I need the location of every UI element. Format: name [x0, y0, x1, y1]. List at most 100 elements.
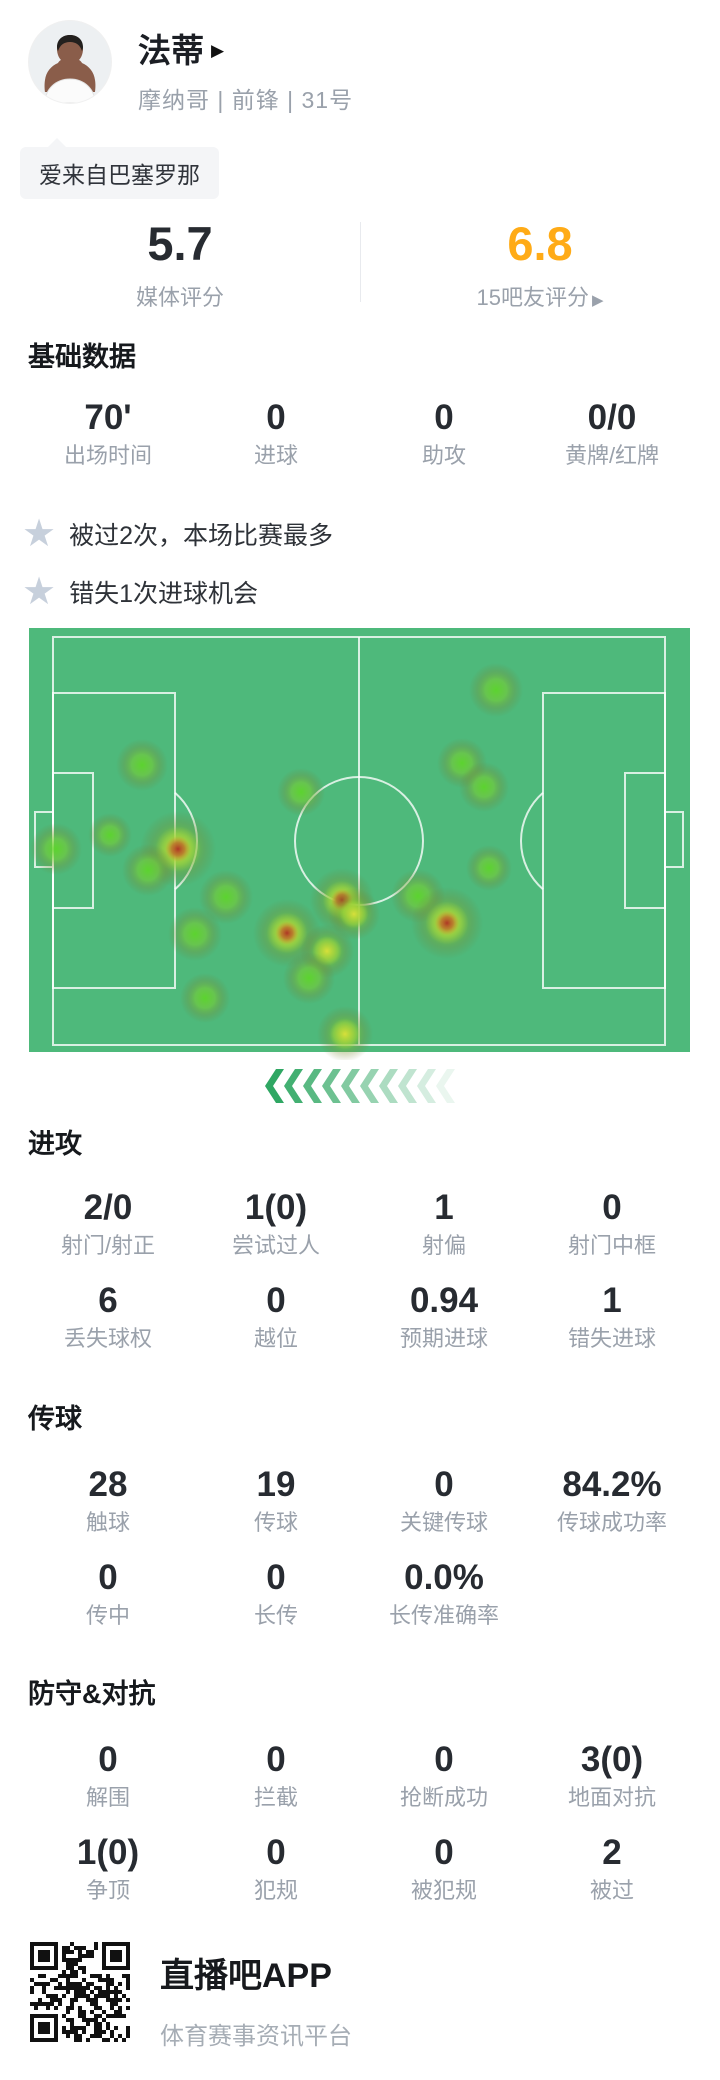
stat-label: 抢断成功	[399, 1785, 488, 1810]
qr-module	[50, 1994, 54, 1998]
heat-point	[283, 952, 335, 1004]
chevron-left-icon	[417, 1069, 436, 1103]
qr-module	[102, 2018, 106, 2022]
qr-module	[118, 2006, 122, 2010]
media-rating: 5.7 媒体评分	[0, 216, 360, 312]
qr-module	[102, 2038, 106, 2042]
qr-module	[90, 2010, 94, 2014]
chevron-left-icon	[379, 1069, 398, 1103]
heatmap-blobs	[30, 663, 523, 1060]
stat-cell: 0 解围	[24, 1739, 192, 1813]
qr-module	[62, 2026, 66, 2030]
stat-cell: 84.2% 传球成功率	[528, 1464, 696, 1538]
qr-module	[70, 2002, 74, 2006]
highlight-note: ★ 被过2次，本场比赛最多	[22, 513, 333, 555]
qr-module	[74, 2038, 78, 2042]
qr-module	[62, 1970, 66, 1974]
qr-module	[110, 1978, 114, 1982]
stat-label: 长传准确率	[388, 1603, 499, 1628]
qr-module	[58, 1974, 62, 1978]
qr-module	[78, 2026, 82, 2030]
stat-cell: 0/0 黄牌/红牌	[528, 397, 696, 471]
qr-module	[70, 1962, 74, 1966]
qr-module	[126, 1974, 130, 1978]
qr-module	[110, 2030, 114, 2034]
qr-module	[106, 1982, 110, 1986]
qr-module	[70, 2018, 74, 2022]
fans-rating[interactable]: 6.8 15吧友评分 ▶	[360, 216, 720, 312]
qr-module	[106, 1978, 110, 1982]
stat-label: 长传	[253, 1603, 298, 1628]
qr-module	[126, 1982, 130, 1986]
qr-module	[42, 1982, 46, 1986]
stat-label: 尝试过人	[231, 1233, 320, 1258]
qr-module	[70, 1966, 74, 1970]
qr-module	[78, 2038, 82, 2042]
qr-module	[106, 1994, 110, 1998]
qr-module	[78, 2010, 82, 2014]
qr-module	[82, 2026, 86, 2030]
qr-module	[90, 1982, 94, 1986]
highlight-text: 被过2次，本场比赛最多	[69, 522, 333, 550]
qr-module	[106, 1974, 110, 1978]
qr-module	[94, 1994, 98, 1998]
heat-point	[434, 910, 460, 936]
stat-cell: 0 助攻	[360, 397, 528, 471]
qr-module	[90, 2018, 94, 2022]
qr-module	[94, 1974, 98, 1978]
qr-module	[38, 1998, 42, 2002]
qr-module	[66, 1974, 70, 1978]
stat-value: 2	[602, 1833, 622, 1872]
heat-point	[339, 899, 369, 929]
qr-module	[46, 1982, 50, 1986]
stat-value: 0	[434, 398, 454, 437]
stat-cell: 1(0) 争顶	[24, 1832, 192, 1906]
stat-cell: 6 丢失球权	[24, 1280, 192, 1354]
qr-module	[62, 1946, 66, 1950]
qr-module	[126, 1986, 130, 1990]
qr-module	[126, 2026, 130, 2030]
chevron-left-icon	[341, 1069, 360, 1103]
qr-module	[50, 1998, 54, 2002]
section-title-basic: 基础数据	[28, 342, 136, 372]
qr-module	[126, 1978, 130, 1982]
qr-module	[78, 2034, 82, 2038]
ratings-divider	[360, 222, 361, 302]
heat-point	[122, 844, 174, 896]
player-name-row[interactable]: 法蒂 ▶	[138, 30, 353, 72]
stat-value: 0.0%	[404, 1558, 484, 1597]
fans-rating-label: 15吧友评分	[476, 285, 589, 310]
stat-value: 3(0)	[580, 1740, 644, 1779]
qr-module	[98, 2006, 102, 2010]
stat-cell: 2 被过	[528, 1832, 696, 1906]
stat-value: 0	[434, 1833, 454, 1872]
stat-cell: 0 传中	[24, 1557, 192, 1631]
stat-cell: 0 进球	[192, 397, 360, 471]
qr-module	[58, 2002, 62, 2006]
stat-value: 0.94	[409, 1281, 479, 1320]
player-tag-bubble: 爱来自巴塞罗那	[20, 138, 219, 199]
chevron-left-icon	[265, 1069, 284, 1103]
qr-module	[94, 2018, 98, 2022]
fans-rating-arrow-icon: ▶	[591, 292, 604, 309]
qr-module	[86, 1994, 90, 1998]
qr-module	[66, 2018, 70, 2022]
stat-cell: 2/0 射门/射正	[24, 1187, 192, 1261]
qr-module	[106, 1998, 110, 2002]
qr-module	[70, 1998, 74, 2002]
qr-module	[114, 2014, 118, 2018]
qr-module	[54, 1978, 58, 1982]
qr-module	[86, 1982, 90, 1986]
stat-value: 0	[434, 1465, 454, 1504]
qr-module	[94, 2014, 98, 2018]
qr-module	[82, 1966, 86, 1970]
qr-module	[86, 1986, 90, 1990]
qr-module	[114, 2038, 118, 2042]
heat-point	[329, 1018, 361, 1050]
qr-module	[54, 1986, 58, 1990]
qr-module	[118, 1998, 122, 2002]
qr-module	[70, 2030, 74, 2034]
qr-module	[110, 1982, 114, 1986]
stat-cell: 0 越位	[192, 1280, 360, 1354]
player-avatar[interactable]	[28, 20, 112, 104]
